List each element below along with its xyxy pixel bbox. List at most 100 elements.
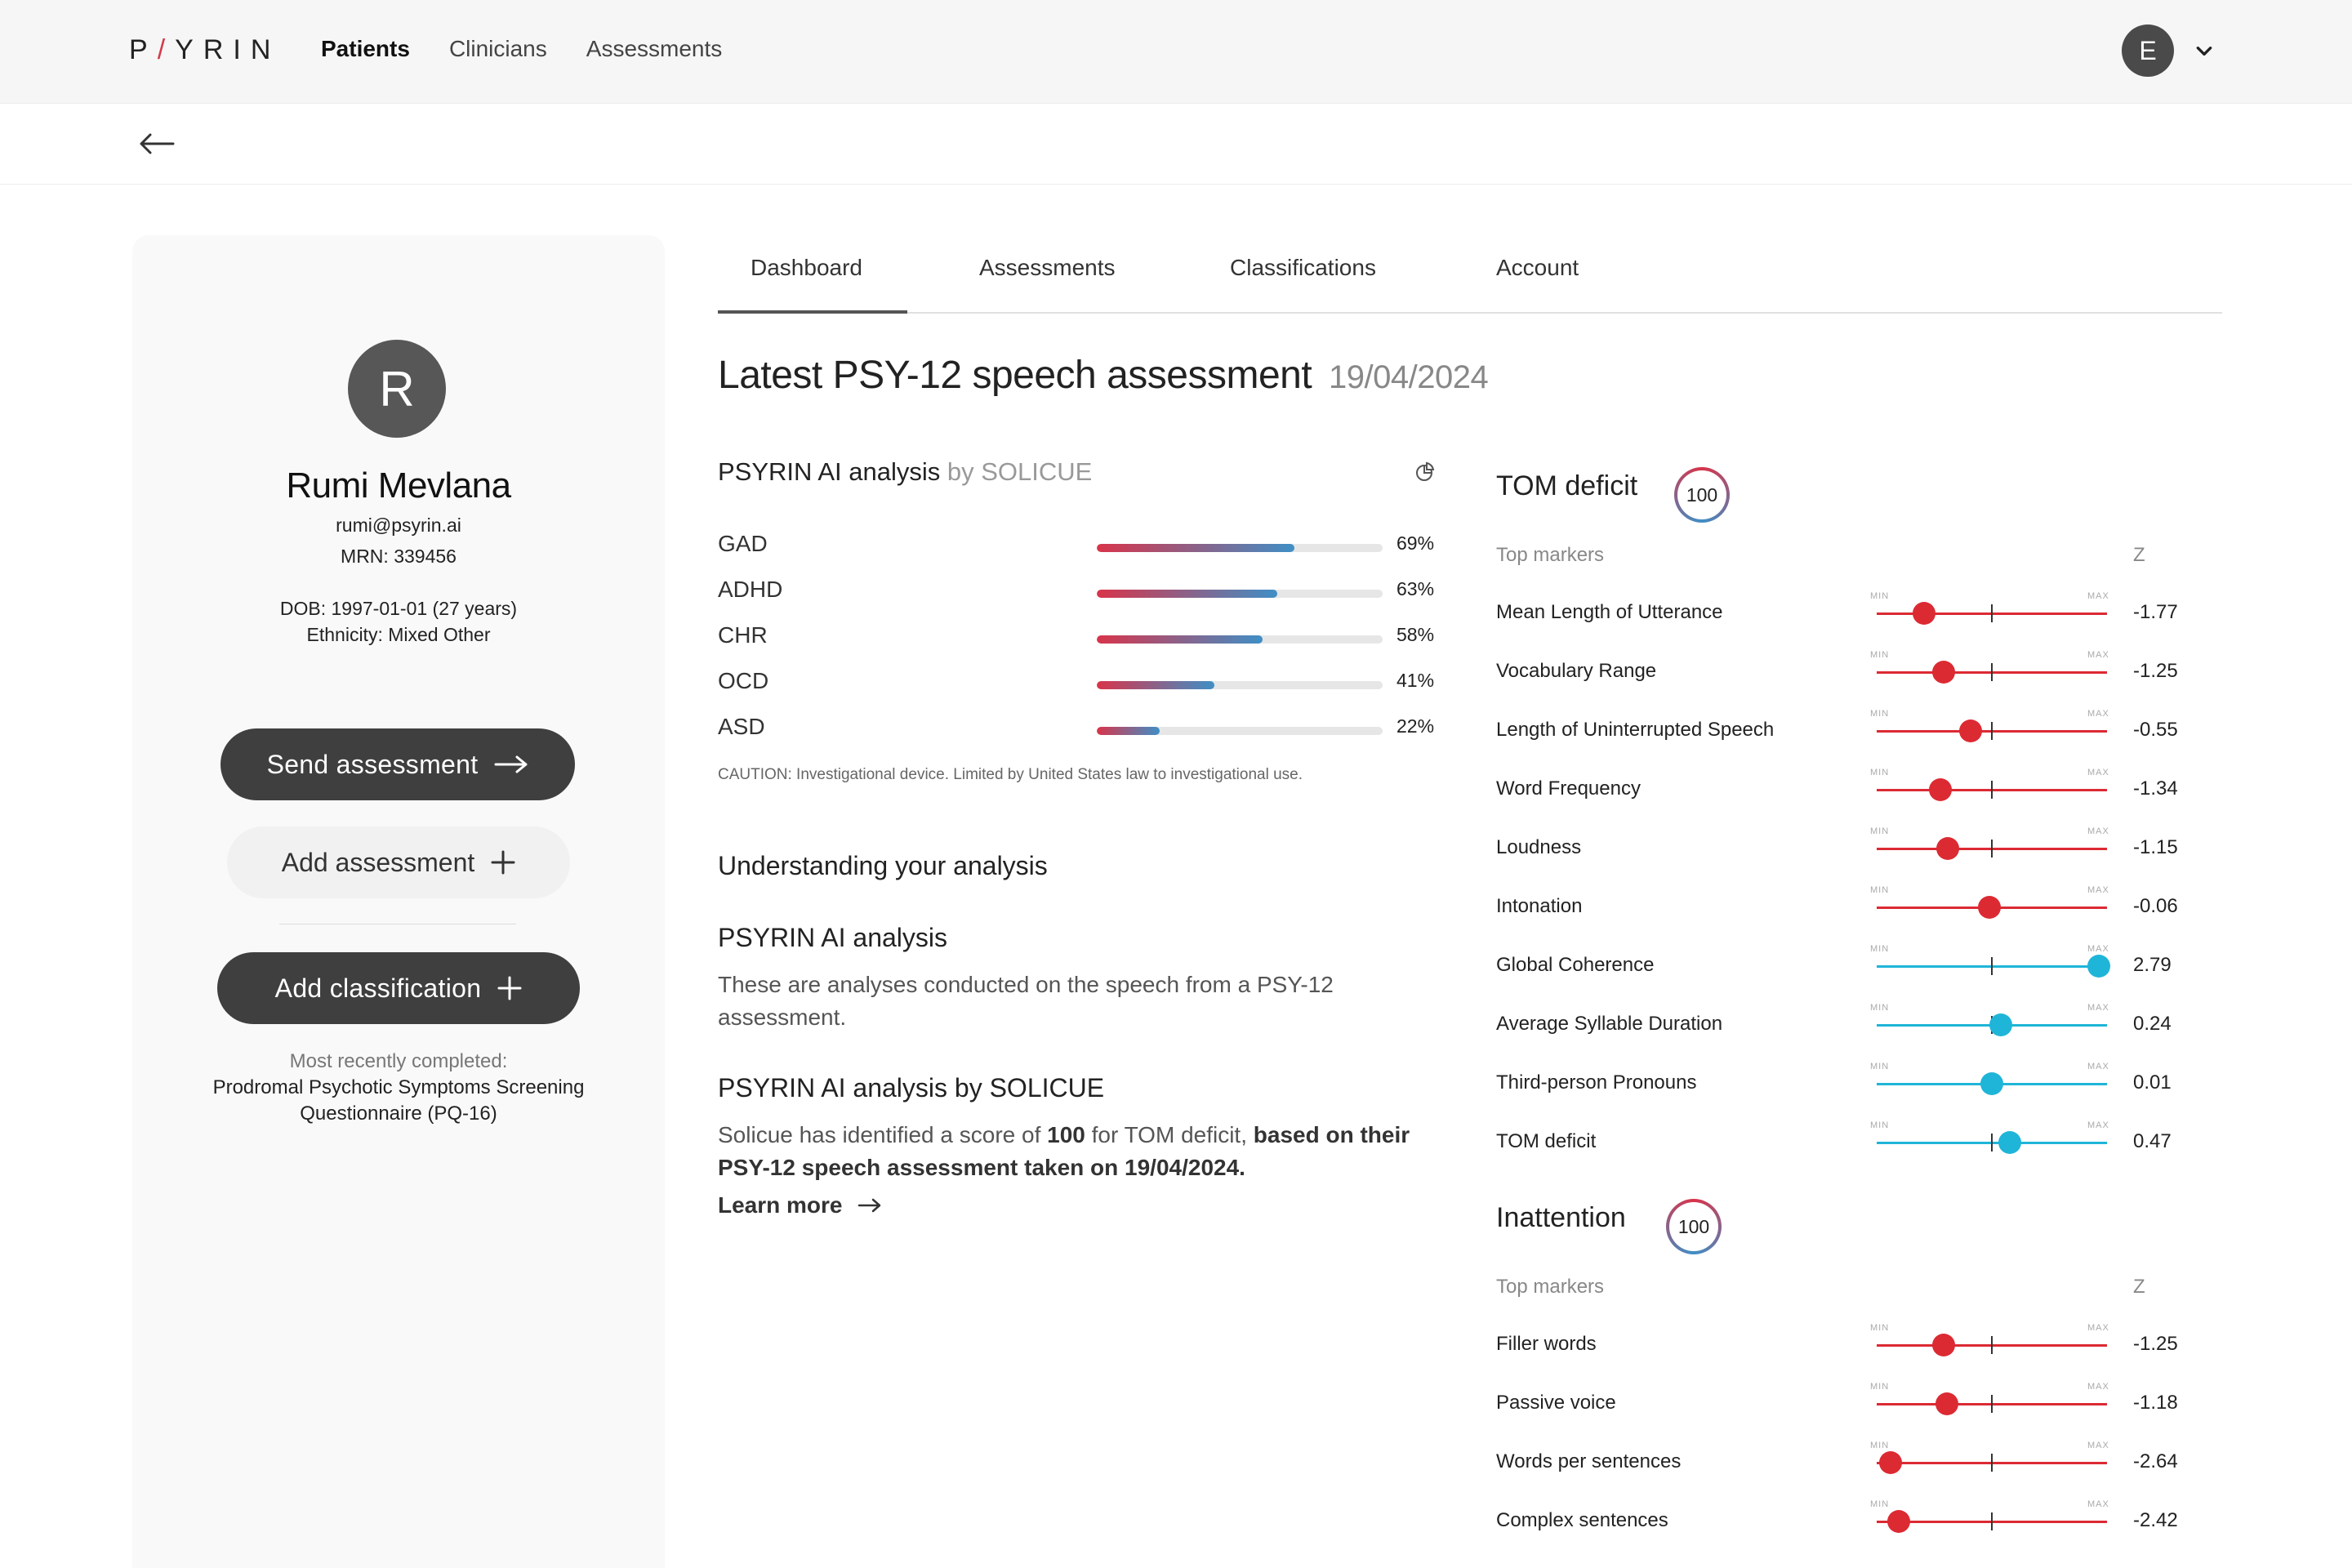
recently-completed: Most recently completed: Prodromal Psych… bbox=[132, 1049, 665, 1127]
probability-bar bbox=[1097, 590, 1383, 598]
scale-max-label: MAX bbox=[2087, 768, 2109, 777]
marker-row: Average Syllable Duration MIN MAX 0.24 bbox=[1496, 995, 2215, 1054]
page-title-text: Latest PSY-12 speech assessment bbox=[718, 354, 1312, 397]
scale-min-label: MIN bbox=[1870, 826, 1890, 836]
ai-analysis-by: by SOLICUE bbox=[947, 457, 1093, 486]
marker-z-value: -2.64 bbox=[2133, 1450, 2178, 1472]
caution-text: CAUTION: Investigational device. Limited… bbox=[718, 766, 1303, 783]
chart-icon[interactable] bbox=[1413, 461, 1436, 483]
scale-min-label: MIN bbox=[1870, 709, 1890, 719]
marker-midpoint bbox=[1991, 840, 1993, 858]
top-markers-label: Top markers bbox=[1496, 544, 1605, 566]
marker-dot bbox=[2087, 955, 2111, 978]
nav-assessments[interactable]: Assessments bbox=[586, 36, 723, 61]
nav-patients[interactable]: Patients bbox=[321, 36, 410, 61]
marker-dot bbox=[1998, 1131, 2022, 1154]
plus-icon bbox=[497, 976, 522, 1000]
marker-z-value: 0.24 bbox=[2133, 1013, 2172, 1035]
scale-min-label: MIN bbox=[1870, 885, 1890, 895]
condition-label: ASD bbox=[718, 714, 765, 739]
probability-value: 22% bbox=[1396, 715, 1435, 737]
understanding-sub1-text: These are analyses conducted on the spee… bbox=[718, 972, 1334, 1030]
tab-dashboard[interactable]: Dashboard bbox=[751, 255, 862, 280]
understanding-sub2-text: Solicue has identified a score of 100 fo… bbox=[718, 1122, 1410, 1180]
marker-label: TOM deficit bbox=[1496, 1130, 1597, 1152]
patient-dob: DOB: 1997-01-01 (27 years) bbox=[279, 598, 518, 619]
page-title: Latest PSY-12 speech assessment 19/04/20… bbox=[718, 353, 1489, 398]
active-tab-indicator bbox=[718, 310, 907, 314]
scale-min-label: MIN bbox=[1870, 1499, 1890, 1509]
z-column-label: Z bbox=[2133, 1276, 2145, 1298]
score-value: 100 bbox=[1677, 470, 1726, 519]
marker-dot bbox=[1959, 719, 1983, 742]
marker-dot bbox=[1978, 896, 2002, 919]
marker-z-value: 0.47 bbox=[2133, 1130, 2172, 1152]
ai-analysis-row: GAD 69% bbox=[718, 531, 1437, 564]
back-arrow-icon[interactable] bbox=[139, 127, 175, 160]
tab-assessments[interactable]: Assessments bbox=[979, 255, 1116, 280]
marker-midpoint bbox=[1991, 722, 1993, 740]
marker-z-value: 2.79 bbox=[2133, 954, 2172, 976]
tab-classifications[interactable]: Classifications bbox=[1230, 255, 1376, 280]
marker-row: Intonation MIN MAX -0.06 bbox=[1496, 877, 2215, 936]
marker-row: Complex sentences MIN MAX -2.42 bbox=[1496, 1491, 2215, 1550]
marker-row: Passive voice MIN MAX -1.18 bbox=[1496, 1374, 2215, 1432]
assessment-date: 19/04/2024 bbox=[1329, 359, 1489, 395]
tab-account[interactable]: Account bbox=[1496, 255, 1579, 280]
understanding-sub1-title: PSYRIN AI analysis bbox=[718, 923, 947, 952]
learn-more-link[interactable]: Learn more bbox=[718, 1192, 882, 1218]
logo[interactable]: P/YRIN bbox=[129, 34, 281, 65]
marker-dot bbox=[1912, 602, 1936, 625]
scale-max-label: MAX bbox=[2087, 1062, 2109, 1071]
marker-label: Average Syllable Duration bbox=[1496, 1013, 1723, 1035]
main-nav: Patients Clinicians Assessments bbox=[321, 36, 722, 62]
scale-max-label: MAX bbox=[2087, 1323, 2109, 1333]
probability-bar bbox=[1097, 681, 1383, 689]
add-classification-button[interactable]: Add classification bbox=[217, 952, 580, 1024]
user-avatar[interactable]: E bbox=[2122, 24, 2174, 77]
learn-more-label: Learn more bbox=[718, 1192, 843, 1218]
scale-min-label: MIN bbox=[1870, 591, 1890, 601]
condition-label: ADHD bbox=[718, 577, 783, 602]
scale-max-label: MAX bbox=[2087, 944, 2109, 954]
probability-fill bbox=[1097, 727, 1160, 735]
marker-dot bbox=[1932, 1334, 1956, 1356]
marker-label: Word Frequency bbox=[1496, 777, 1641, 800]
marker-label: Filler words bbox=[1496, 1333, 1597, 1355]
marker-label: Passive voice bbox=[1496, 1392, 1616, 1414]
marker-z-value: 0.01 bbox=[2133, 1071, 2172, 1094]
marker-row: Mean Length of Utterance MIN MAX -1.77 bbox=[1496, 583, 2215, 642]
marker-z-value: -0.55 bbox=[2133, 719, 2178, 741]
user-menu[interactable]: E bbox=[2122, 24, 2213, 77]
marker-row: Filler words MIN MAX -1.25 bbox=[1496, 1315, 2215, 1374]
marker-dot bbox=[1935, 1392, 1958, 1415]
scale-max-label: MAX bbox=[2087, 650, 2109, 660]
condition-label: OCD bbox=[718, 668, 769, 693]
nav-clinicians[interactable]: Clinicians bbox=[448, 36, 547, 61]
scale-min-label: MIN bbox=[1870, 1120, 1890, 1130]
probability-bar bbox=[1097, 727, 1383, 735]
marker-dot bbox=[1887, 1510, 1911, 1533]
chevron-down-icon[interactable] bbox=[2195, 42, 2213, 60]
probability-value: 63% bbox=[1396, 578, 1435, 599]
understanding-sub2-title-text: PSYRIN AI analysis bbox=[718, 1073, 947, 1102]
condition-label: GAD bbox=[718, 531, 768, 556]
marker-dot bbox=[1936, 837, 1959, 860]
probability-value: 41% bbox=[1396, 670, 1435, 691]
scale-min-label: MIN bbox=[1870, 768, 1890, 777]
scale-max-label: MAX bbox=[2087, 1441, 2109, 1450]
send-assessment-button[interactable]: Send assessment bbox=[220, 728, 575, 800]
marker-dot bbox=[1980, 1072, 2004, 1095]
understanding-sub2-by: by SOLICUE bbox=[954, 1073, 1105, 1102]
marker-dot bbox=[1932, 661, 1956, 684]
scale-max-label: MAX bbox=[2087, 826, 2109, 836]
marker-label: Vocabulary Range bbox=[1496, 660, 1657, 682]
scale-min-label: MIN bbox=[1870, 1062, 1890, 1071]
marker-row: Length of Uninterrupted Speech MIN MAX -0.5… bbox=[1496, 701, 2215, 760]
probability-fill bbox=[1097, 590, 1277, 598]
recent-questionnaire-line1: Prodromal Psychotic Symptoms Screening bbox=[212, 1076, 585, 1098]
marker-row: Words per sentences MIN MAX -2.64 bbox=[1496, 1432, 2215, 1491]
probability-fill bbox=[1097, 544, 1294, 552]
add-assessment-button[interactable]: Add assessment bbox=[227, 826, 570, 898]
marker-midpoint bbox=[1991, 604, 1993, 622]
